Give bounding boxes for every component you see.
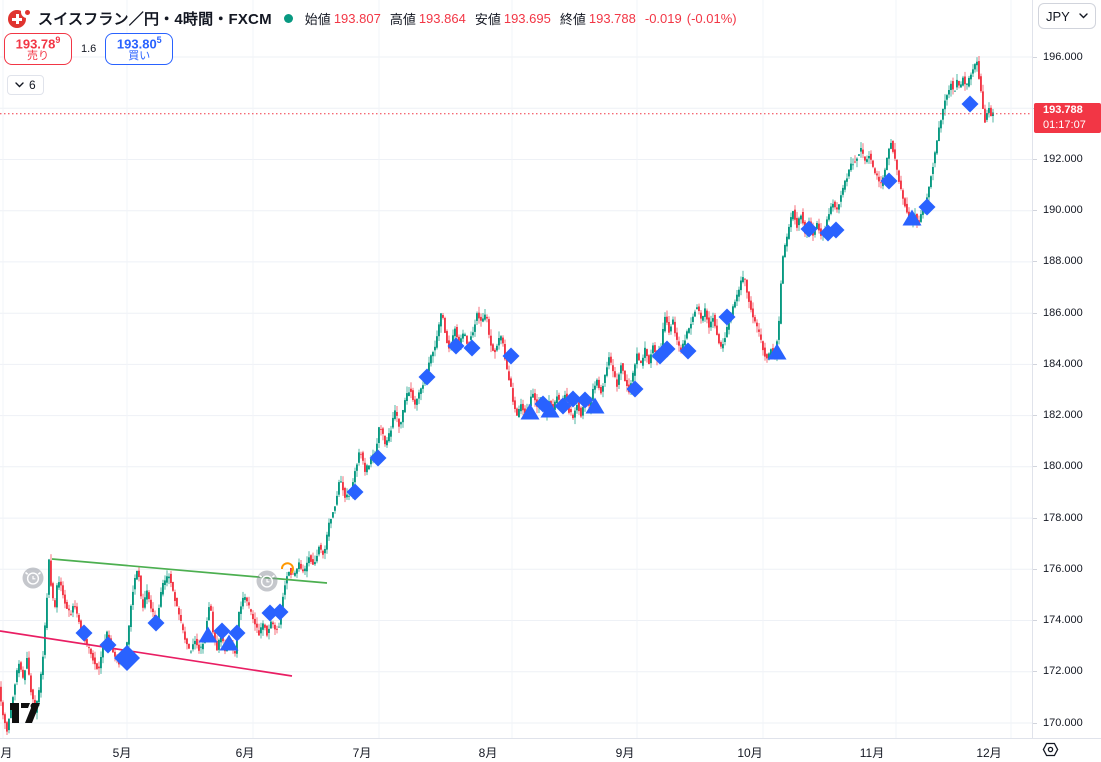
price-axis-label: 196.000 bbox=[1043, 50, 1083, 63]
time-axis-label: 11月 bbox=[859, 746, 885, 760]
price-axis-label: 188.000 bbox=[1043, 255, 1083, 268]
tradingview-logo[interactable] bbox=[8, 700, 44, 732]
price-tick bbox=[1033, 363, 1037, 365]
hidden-indicators-count: 6 bbox=[29, 78, 36, 92]
price-axis-label: 170.000 bbox=[1043, 716, 1083, 729]
time-axis-label: 9月 bbox=[615, 746, 635, 760]
currency-dropdown[interactable]: JPY bbox=[1038, 3, 1096, 29]
chart-legend-bar: スイスフラン／円・4時間・FXCM 始値 193.807 高値 193.864 … bbox=[8, 6, 742, 30]
change-percent: (-0.01%) bbox=[686, 10, 737, 26]
close-label: 終値 bbox=[559, 11, 586, 27]
alert-clock-icons[interactable] bbox=[22, 567, 278, 592]
currency-dropdown-value: JPY bbox=[1046, 8, 1070, 24]
price-axis[interactable]: 193.788 01:17:07 196.000194.000192.00019… bbox=[1032, 0, 1101, 738]
chevron-down-icon bbox=[15, 82, 24, 88]
time-axis-label: 10月 bbox=[737, 746, 763, 760]
bar-countdown: 01:17:07 bbox=[1043, 118, 1086, 131]
legend-collapse-button[interactable]: 6 bbox=[7, 75, 44, 95]
high-label: 高値 bbox=[389, 11, 416, 27]
current-price-badge: 193.788 01:17:07 bbox=[1034, 102, 1101, 133]
time-axis-label: 12月 bbox=[976, 746, 1002, 760]
price-axis-label: 176.000 bbox=[1043, 562, 1083, 575]
price-axis-label: 182.000 bbox=[1043, 409, 1083, 422]
trade-panel: 193.789 売り 1.6 193.805 買い bbox=[4, 33, 174, 65]
price-tick bbox=[1033, 722, 1037, 724]
chfjpy-pair-icon bbox=[8, 7, 32, 29]
time-axis-label: 5月 bbox=[112, 746, 132, 760]
price-axis-label: 192.000 bbox=[1043, 152, 1083, 165]
trade-signal-markers bbox=[75, 95, 979, 671]
time-axis-label: 7月 bbox=[352, 746, 372, 760]
price-axis-label: 172.000 bbox=[1043, 665, 1083, 678]
time-axis-label: 8月 bbox=[478, 746, 498, 760]
spread-value: 1.6 bbox=[81, 43, 97, 55]
high-value: 193.864 bbox=[418, 10, 466, 26]
time-axis-label: 4月 bbox=[0, 746, 13, 760]
price-tick bbox=[1033, 620, 1037, 622]
buy-button-label: 買い bbox=[128, 49, 151, 62]
time-axis-label: 6月 bbox=[235, 746, 255, 760]
low-value: 193.695 bbox=[503, 10, 551, 26]
chevron-down-icon bbox=[1079, 13, 1088, 19]
price-axis-label: 180.000 bbox=[1043, 460, 1083, 473]
price-tick bbox=[1033, 671, 1037, 673]
ohlc-values: 始値 193.807 高値 193.864 安値 193.695 終値 193.… bbox=[305, 9, 742, 28]
timezone-settings-icon[interactable] bbox=[1042, 742, 1059, 762]
buy-button[interactable]: 193.805 買い bbox=[105, 33, 174, 65]
price-axis-label: 184.000 bbox=[1043, 357, 1083, 370]
low-label: 安値 bbox=[474, 11, 501, 27]
open-value: 193.807 bbox=[333, 10, 381, 26]
price-tick bbox=[1033, 210, 1037, 212]
current-price-value: 193.788 bbox=[1043, 104, 1083, 117]
time-axis[interactable]: 4月 5月 6月 7月 8月 9月 10月 11月 12月 bbox=[0, 738, 1101, 762]
price-chart-canvas[interactable] bbox=[0, 0, 1032, 738]
change-value: -0.019 bbox=[644, 10, 682, 26]
market-open-status-icon[interactable] bbox=[283, 13, 293, 23]
price-tick bbox=[1033, 56, 1037, 58]
price-tick bbox=[1033, 415, 1037, 417]
price-tick bbox=[1033, 517, 1037, 519]
price-tick bbox=[1033, 158, 1037, 160]
price-axis-label: 174.000 bbox=[1043, 614, 1083, 627]
price-tick bbox=[1033, 261, 1037, 263]
sell-button[interactable]: 193.789 売り bbox=[4, 33, 72, 65]
candlestick-series bbox=[0, 56, 994, 735]
price-axis-label: 186.000 bbox=[1043, 306, 1083, 319]
symbol-title[interactable]: スイスフラン／円・4時間・FXCM bbox=[38, 10, 272, 28]
price-axis-label: 178.000 bbox=[1043, 511, 1083, 524]
price-axis-label: 190.000 bbox=[1043, 204, 1083, 217]
sell-button-label: 売り bbox=[27, 49, 49, 62]
price-tick bbox=[1033, 466, 1037, 468]
price-tick bbox=[1033, 568, 1037, 570]
close-value: 193.788 bbox=[588, 10, 636, 26]
trendline-drawings[interactable] bbox=[0, 558, 328, 677]
price-tick bbox=[1033, 312, 1037, 314]
open-label: 始値 bbox=[304, 11, 331, 27]
